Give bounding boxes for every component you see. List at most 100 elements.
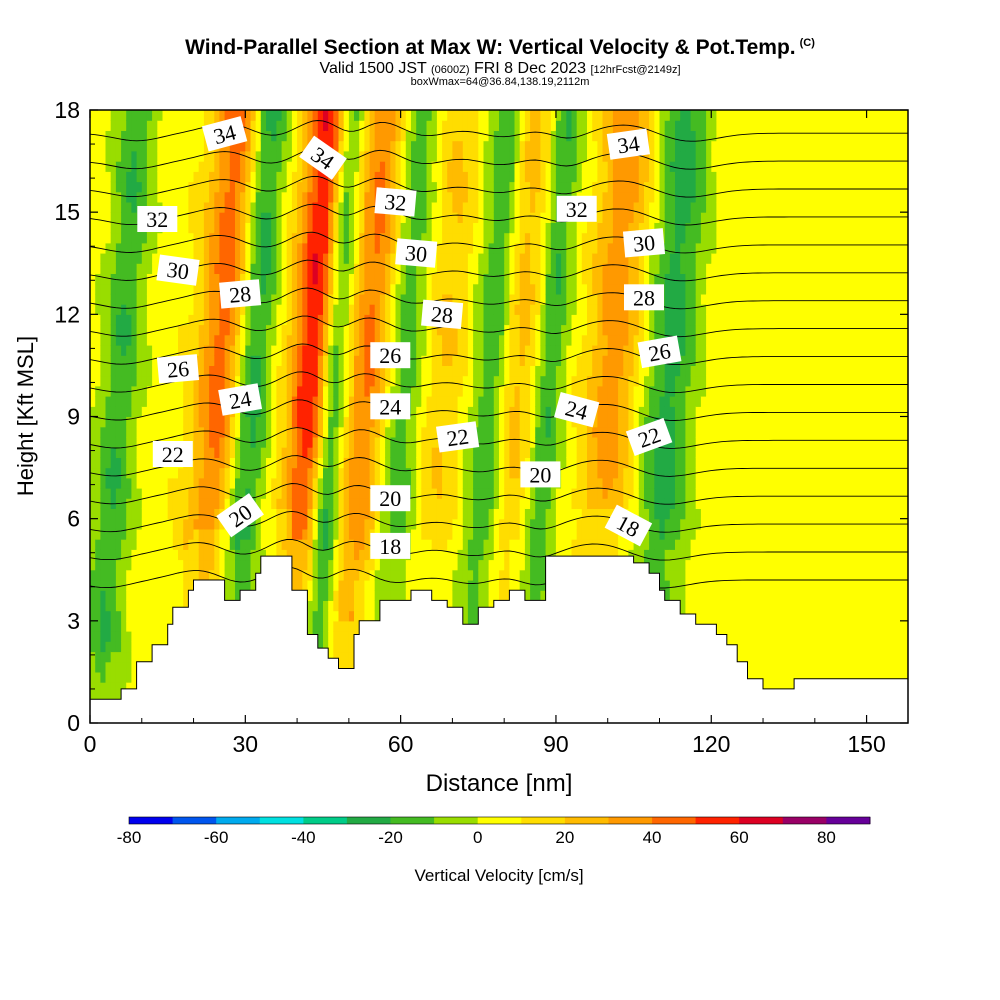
velocity-cell [348, 457, 355, 469]
velocity-cell [286, 242, 293, 254]
velocity-cell [152, 539, 158, 550]
velocity-cell [426, 110, 433, 121]
velocity-cell [317, 477, 324, 489]
velocity-cell [224, 201, 231, 213]
velocity-cell [323, 457, 329, 469]
velocity-cell [478, 181, 485, 193]
velocity-cell [374, 600, 381, 612]
velocity-cell [405, 140, 412, 152]
velocity-cell [488, 477, 495, 489]
velocity-cell [240, 580, 246, 591]
velocity-cell [312, 528, 319, 540]
velocity-cell [281, 406, 288, 418]
velocity-cell [488, 365, 495, 377]
velocity-cell [266, 242, 272, 254]
velocity-cell [95, 651, 101, 663]
velocity-cell [188, 396, 195, 407]
velocity-cell [426, 580, 433, 591]
velocity-cell [343, 304, 350, 315]
velocity-cell [255, 140, 262, 152]
velocity-cell [499, 181, 505, 193]
velocity-cell [390, 232, 397, 244]
velocity-cell [447, 580, 453, 591]
velocity-cell [240, 181, 246, 193]
velocity-cell [374, 253, 381, 264]
velocity-cell [198, 549, 205, 561]
velocity-cell [105, 161, 112, 172]
velocity-cell [457, 253, 464, 264]
velocity-cell [338, 201, 345, 213]
velocity-cell [291, 110, 298, 121]
velocity-cell [343, 590, 350, 601]
velocity-cell [436, 508, 443, 520]
velocity-cell [271, 549, 277, 561]
velocity-cell [152, 334, 158, 346]
velocity-cell [395, 304, 402, 315]
velocity-cell [379, 304, 386, 315]
velocity-cell [188, 293, 195, 305]
velocity-cell [307, 620, 314, 632]
velocity-cell [271, 212, 277, 223]
velocity-cell [100, 457, 107, 469]
velocity-cell [411, 477, 417, 489]
velocity-cell [473, 457, 479, 469]
velocity-cell [436, 447, 443, 458]
velocity-cell [462, 263, 469, 274]
velocity-cell [229, 590, 236, 601]
velocity-cell [110, 191, 117, 203]
velocity-cell [121, 222, 127, 234]
velocity-cell [359, 528, 365, 540]
velocity-cell [452, 375, 459, 387]
velocity-cell [436, 580, 443, 591]
velocity-cell [126, 355, 132, 366]
velocity-cell [136, 304, 143, 315]
velocity-cell [115, 345, 122, 356]
velocity-cell [478, 447, 485, 458]
velocity-cell [131, 416, 138, 428]
velocity-cell [167, 304, 174, 315]
velocity-cell [395, 150, 402, 162]
velocity-cell [214, 304, 221, 315]
velocity-cell [209, 314, 215, 326]
velocity-cell [183, 559, 189, 571]
velocity-cell [343, 447, 350, 458]
velocity-cell [348, 304, 355, 315]
velocity-cell [188, 242, 195, 254]
velocity-cell [359, 457, 365, 469]
velocity-cell [467, 345, 474, 356]
velocity-cell [188, 212, 195, 223]
velocity-cell [452, 120, 459, 131]
velocity-cell [348, 631, 355, 642]
velocity-cell [245, 263, 252, 274]
velocity-cell [271, 498, 277, 509]
velocity-cell [328, 324, 334, 336]
velocity-cell [276, 416, 283, 428]
velocity-cell [219, 467, 226, 479]
velocity-cell [297, 191, 303, 203]
velocity-cell [95, 345, 101, 356]
velocity-cell [509, 181, 516, 193]
velocity-cell [364, 447, 371, 458]
velocity-cell [291, 324, 298, 336]
velocity-cell [131, 447, 138, 458]
velocity-cell [90, 436, 96, 448]
velocity-cell [457, 477, 464, 489]
velocity-cell [478, 436, 485, 448]
velocity-cell [395, 467, 402, 479]
velocity-cell [457, 406, 464, 418]
velocity-cell [110, 590, 117, 601]
velocity-cell [488, 457, 495, 469]
velocity-cell [457, 324, 464, 336]
velocity-cell [235, 232, 241, 244]
velocity-cell [203, 539, 210, 550]
velocity-cell [198, 396, 205, 407]
velocity-cell [131, 191, 138, 203]
velocity-cell [452, 171, 459, 183]
velocity-cell [105, 293, 112, 305]
velocity-cell [203, 222, 210, 234]
velocity-cell [452, 263, 459, 274]
velocity-cell [157, 539, 164, 550]
velocity-cell [328, 559, 334, 571]
velocity-cell [115, 385, 122, 397]
velocity-cell [266, 304, 272, 315]
